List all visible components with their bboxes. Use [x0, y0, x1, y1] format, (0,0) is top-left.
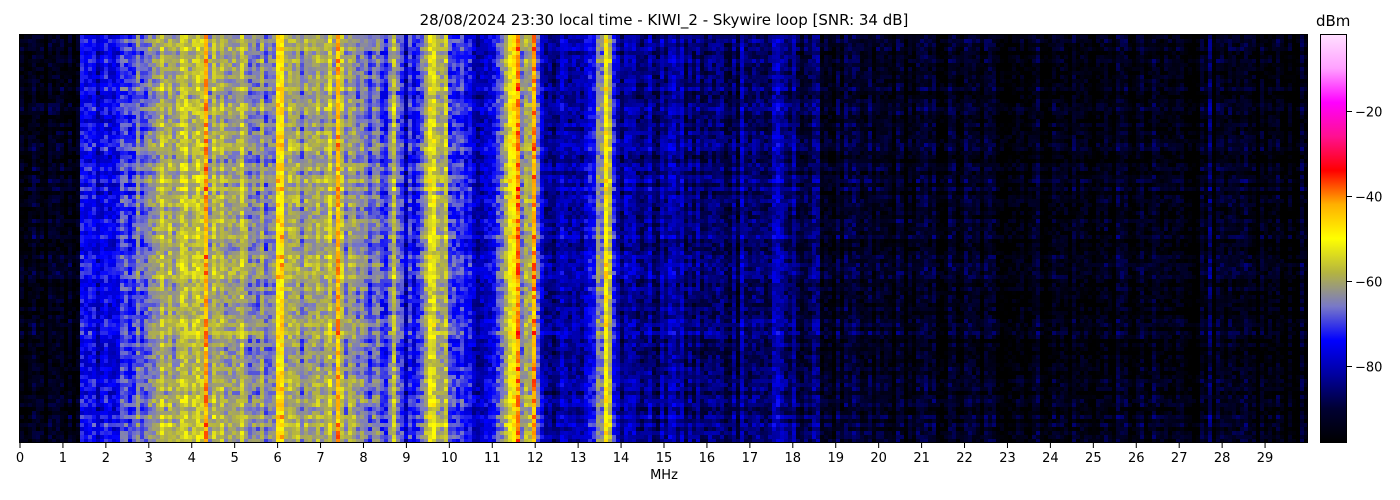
x-tick-label: 17	[742, 451, 759, 466]
x-tick-label: 11	[484, 451, 501, 466]
x-tick-label: 28	[1214, 451, 1231, 466]
colorbar-axis: −20 −40 −60 −80	[1347, 106, 1382, 376]
x-tick-label: 7	[316, 451, 324, 466]
colorbar-tick-label: −80	[1355, 361, 1382, 376]
x-tick-label: 27	[1171, 451, 1188, 466]
x-tick-label: 14	[613, 451, 630, 466]
x-tick-label: 18	[785, 451, 802, 466]
x-tick-label: 20	[870, 451, 887, 466]
x-axis-label: MHz	[650, 468, 678, 483]
x-tick-label: 5	[231, 451, 239, 466]
x-tick-label: 19	[827, 451, 844, 466]
x-tick-label: 1	[59, 451, 67, 466]
colorbar-tick-label: −20	[1355, 106, 1382, 121]
x-tick-label: 16	[699, 451, 716, 466]
x-tick-label: 10	[441, 451, 458, 466]
x-tick-label: 15	[656, 451, 673, 466]
x-tick-label: 23	[999, 451, 1016, 466]
x-tick-label: 26	[1128, 451, 1145, 466]
x-tick-label: 25	[1085, 451, 1102, 466]
plot-frame	[19, 34, 1308, 443]
x-tick-label: 4	[188, 451, 196, 466]
x-tick-label: 24	[1042, 451, 1059, 466]
x-axis: 0 1 2 3 4 5 6 7 8 9 10 11 12 13 14 15 16 17 18 19 20 21 22 23 24…	[16, 443, 1273, 466]
colorbar-tick-label: −60	[1355, 276, 1382, 291]
x-tick-label: 22	[956, 451, 973, 466]
heatmap-layer	[20, 35, 1308, 443]
x-tick-label: 2	[102, 451, 110, 466]
x-tick-label: 0	[16, 451, 24, 466]
spectrogram-image	[20, 35, 1308, 443]
x-tick-label: 12	[527, 451, 544, 466]
x-tick-label: 3	[145, 451, 153, 466]
chart-title: 28/08/2024 23:30 local time - KIWI_2 - S…	[419, 11, 909, 29]
x-tick-label: 6	[273, 451, 281, 466]
x-tick-label: 13	[570, 451, 587, 466]
colorbar-label: dBm	[1316, 12, 1351, 30]
x-tick-label: 29	[1257, 451, 1274, 466]
colorbar-tick-label: −40	[1355, 191, 1382, 206]
x-tick-label: 8	[359, 451, 367, 466]
x-tick-label: 21	[913, 451, 930, 466]
colorbar	[1320, 34, 1347, 443]
x-tick-label: 9	[402, 451, 410, 466]
